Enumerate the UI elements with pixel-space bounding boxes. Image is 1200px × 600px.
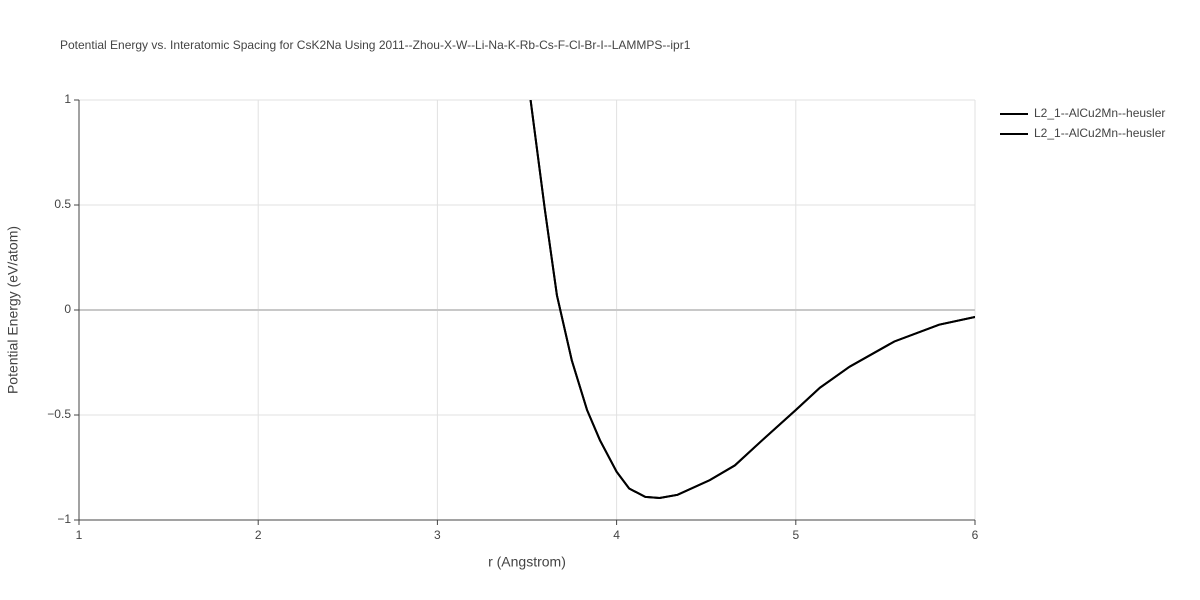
- y-tick-label: −0.5: [47, 407, 71, 421]
- x-tick-label: 3: [434, 528, 441, 542]
- x-tick-label: 4: [613, 528, 620, 542]
- x-tick-label: 1: [76, 528, 83, 542]
- line-series: [529, 100, 975, 499]
- x-tick-label: 5: [792, 528, 799, 542]
- x-tick-label: 2: [255, 528, 262, 542]
- chart-title: Potential Energy vs. Interatomic Spacing…: [60, 38, 691, 52]
- legend-label: L2_1--AlCu2Mn--heusler: [1034, 126, 1165, 140]
- legend-label: L2_1--AlCu2Mn--heusler: [1034, 106, 1165, 120]
- y-tick-label: 0: [64, 302, 71, 316]
- y-tick-label: 1: [64, 92, 71, 106]
- y-tick-label: −1: [57, 512, 71, 526]
- x-axis-label: r (Angstrom): [488, 554, 566, 570]
- x-tick-label: 6: [972, 528, 979, 542]
- y-tick-label: 0.5: [54, 197, 71, 211]
- line-series: [529, 100, 975, 499]
- y-axis-label: Potential Energy (eV/atom): [5, 226, 21, 394]
- plot-area: [529, 100, 975, 499]
